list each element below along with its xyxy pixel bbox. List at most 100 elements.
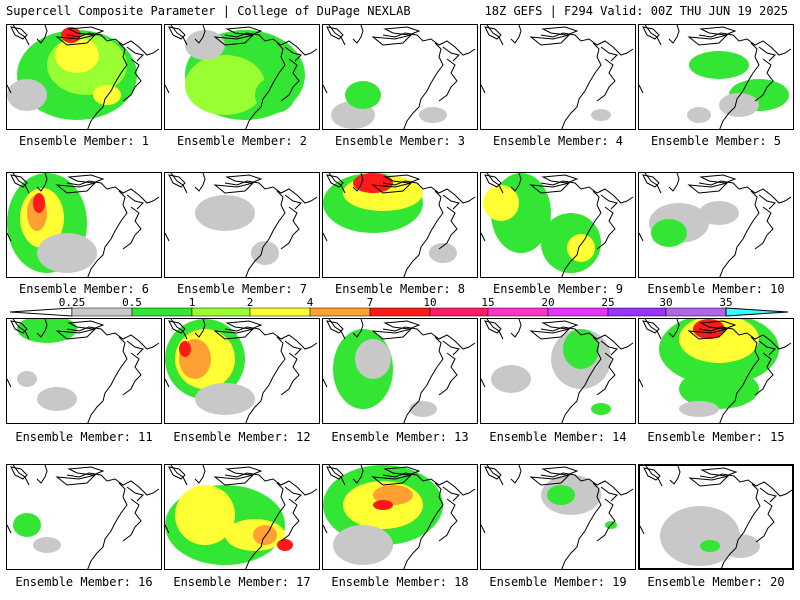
colorbar-tick-label: 7 [366, 296, 374, 309]
ensemble-member-label: Ensemble Member: 11 [15, 430, 153, 444]
scp-contour-6-4 [33, 193, 45, 213]
coastline [323, 25, 476, 129]
colorbar [10, 307, 789, 317]
scp-contour-5-1 [689, 51, 749, 79]
scp-contour-14-3 [491, 365, 531, 393]
great-lakes-outline [326, 320, 421, 340]
scp-contour-14-2 [563, 329, 599, 369]
member-6-field [7, 173, 160, 277]
scp-contour-17-4 [253, 525, 277, 545]
coastline [640, 466, 792, 568]
colorbar-bin-6 [369, 307, 431, 317]
member-8-field [323, 173, 476, 277]
scp-contour-16-1 [13, 513, 41, 537]
scp-contour-8-4 [429, 243, 457, 263]
member-11-field [7, 319, 160, 423]
scp-contour-20-2 [720, 534, 760, 558]
scp-contour-5-3 [719, 93, 759, 117]
ensemble-member-label: Ensemble Member: 8 [334, 282, 466, 296]
scp-contour-15-3 [693, 319, 725, 339]
colorbar-bin-2 [131, 307, 193, 317]
colorbar-tick-label: 15 [481, 296, 495, 309]
ensemble-member-14-map [480, 318, 636, 424]
colorbar-max-arrow [725, 307, 789, 317]
ensemble-member-7-map [164, 172, 320, 278]
coastline [7, 173, 160, 277]
scp-contour-20-3 [700, 540, 720, 552]
coastline [639, 319, 792, 423]
ensemble-member-2-map [164, 24, 320, 130]
coastline [323, 319, 476, 423]
ensemble-member-16-map [6, 464, 162, 570]
coastline [481, 319, 634, 423]
ensemble-member-label: Ensemble Member: 5 [650, 134, 782, 148]
scp-contour-11-1 [17, 319, 77, 343]
coastline [323, 465, 476, 569]
colorbar-bin-11 [665, 307, 727, 317]
ensemble-member-label: Ensemble Member: 15 [647, 430, 785, 444]
ensemble-member-label: Ensemble Member: 3 [334, 134, 466, 148]
coastline [639, 25, 792, 129]
colorbar-bin-9 [547, 307, 609, 317]
ensemble-member-label: Ensemble Member: 2 [176, 134, 308, 148]
great-lakes-outline [484, 174, 579, 194]
scp-contour-7-2 [251, 241, 279, 265]
colorbar-bin-4 [249, 307, 311, 317]
scp-contour-3-3 [419, 107, 447, 123]
member-3-field [323, 25, 476, 129]
member-1-field [7, 25, 160, 129]
member-12-field [165, 319, 318, 423]
ensemble-member-label: Ensemble Member: 14 [489, 430, 627, 444]
great-lakes-outline [642, 26, 737, 46]
great-lakes-outline [484, 466, 579, 486]
great-lakes-outline [10, 174, 105, 194]
map-title: Supercell Composite Parameter | College … [6, 4, 411, 18]
coastline [165, 465, 318, 569]
coastline [481, 25, 634, 129]
ensemble-member-12-map [164, 318, 320, 424]
scp-contour-11-3 [17, 371, 37, 387]
great-lakes-outline [642, 174, 737, 194]
great-lakes-outline [168, 320, 263, 340]
ensemble-member-5-map [638, 24, 794, 130]
member-15-field [639, 319, 792, 423]
ensemble-member-label: Ensemble Member: 10 [647, 282, 785, 296]
coastline [7, 465, 160, 569]
colorbar-tick-label: 30 [659, 296, 673, 309]
colorbar-tick-label: 0.25 [58, 296, 86, 309]
colorbar-tick-label: 0.5 [122, 296, 142, 309]
member-16-field [7, 465, 160, 569]
ensemble-member-1-map [6, 24, 162, 130]
great-lakes-outline [326, 466, 421, 486]
scp-contour-1-3 [55, 37, 99, 73]
ensemble-member-3-map [322, 24, 478, 130]
scp-contour-20-1 [660, 506, 740, 566]
ensemble-member-label: Ensemble Member: 13 [331, 430, 469, 444]
member-20-field [640, 466, 792, 568]
scp-contour-8-3 [353, 173, 393, 193]
coastline [481, 173, 634, 277]
scp-contour-11-2 [37, 387, 77, 411]
ensemble-member-label: Ensemble Member: 12 [173, 430, 311, 444]
member-17-field [165, 465, 318, 569]
ensemble-member-8-map [322, 172, 478, 278]
colorbar-tick-label: 25 [601, 296, 615, 309]
ensemble-member-4-map [480, 24, 636, 130]
colorbar-tick-label: 4 [306, 296, 314, 309]
ensemble-member-label: Ensemble Member: 1 [18, 134, 150, 148]
ensemble-member-11-map [6, 318, 162, 424]
ensemble-member-18-map [322, 464, 478, 570]
coastline [165, 173, 318, 277]
member-19-field [481, 465, 634, 569]
scp-contour-18-4 [373, 500, 393, 510]
colorbar-tick-label: 20 [541, 296, 555, 309]
colorbar-bin-1 [71, 307, 133, 317]
scp-contour-1-4 [61, 27, 81, 43]
ensemble-member-label: Ensemble Member: 19 [489, 575, 627, 589]
colorbar-tick-label: 1 [188, 296, 196, 309]
great-lakes-outline [10, 26, 105, 46]
colorbar-bin-3 [191, 307, 251, 317]
member-9-field [481, 173, 634, 277]
ensemble-member-10-map [638, 172, 794, 278]
ensemble-member-label: Ensemble Member: 7 [176, 282, 308, 296]
